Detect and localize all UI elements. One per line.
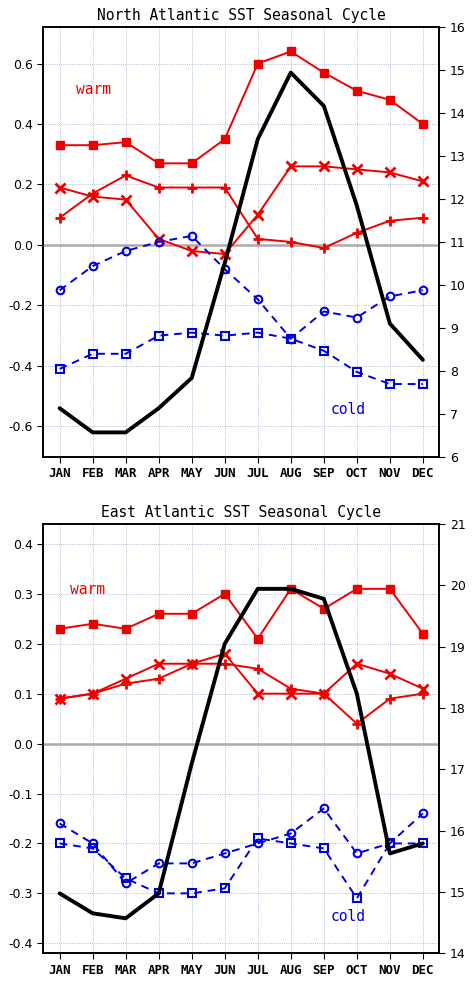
Title: North Atlantic SST Seasonal Cycle: North Atlantic SST Seasonal Cycle xyxy=(97,8,386,24)
Text: warm: warm xyxy=(70,582,105,597)
Text: warm: warm xyxy=(76,82,111,97)
Text: cold: cold xyxy=(330,402,365,418)
Title: East Atlantic SST Seasonal Cycle: East Atlantic SST Seasonal Cycle xyxy=(101,505,381,520)
Text: cold: cold xyxy=(330,909,365,924)
